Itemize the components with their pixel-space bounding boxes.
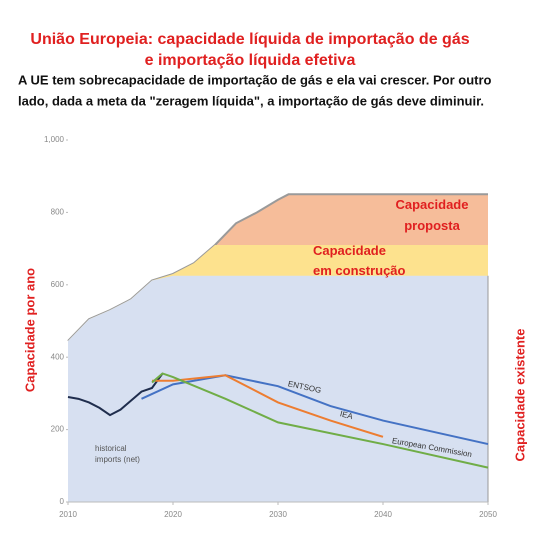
x-tick-label: 2030	[269, 510, 287, 519]
y-tick-label: 600	[51, 280, 65, 289]
y-tick-label: 400	[51, 352, 65, 361]
line	[141, 374, 489, 446]
y-tick-label: 200	[51, 425, 65, 434]
y-tick-label: 0	[60, 497, 65, 506]
series-label: Capacidade em construção	[313, 243, 406, 278]
y-tick-label: 1,000	[44, 135, 65, 144]
plot	[66, 139, 489, 505]
x-tick-label: 2020	[164, 510, 182, 519]
x-tick-label: 2040	[374, 510, 392, 519]
x-tick-label: 2010	[59, 510, 77, 519]
series-label: historical imports (net)	[95, 444, 140, 464]
line	[152, 374, 384, 438]
series-label: Capacidade existente	[512, 329, 527, 462]
x-tick-label: 2050	[479, 510, 497, 519]
area	[68, 275, 488, 502]
title-line: União Europeia: capacidade líquida de im…	[30, 31, 469, 48]
y-axis-label: Capacidade por ano	[22, 268, 37, 392]
subtitle-line: A UE tem sobrecapacidade de importação d…	[18, 72, 492, 87]
title-line: e importação líquida efetiva	[145, 52, 356, 69]
line	[151, 372, 489, 469]
y-tick-label: 800	[51, 208, 65, 217]
line	[67, 372, 164, 417]
subtitle-line: lado, dada a meta da "zeragem líquida", …	[18, 93, 484, 108]
series-label: Capacidade proposta	[396, 197, 469, 233]
series-label: IEA	[339, 409, 354, 421]
